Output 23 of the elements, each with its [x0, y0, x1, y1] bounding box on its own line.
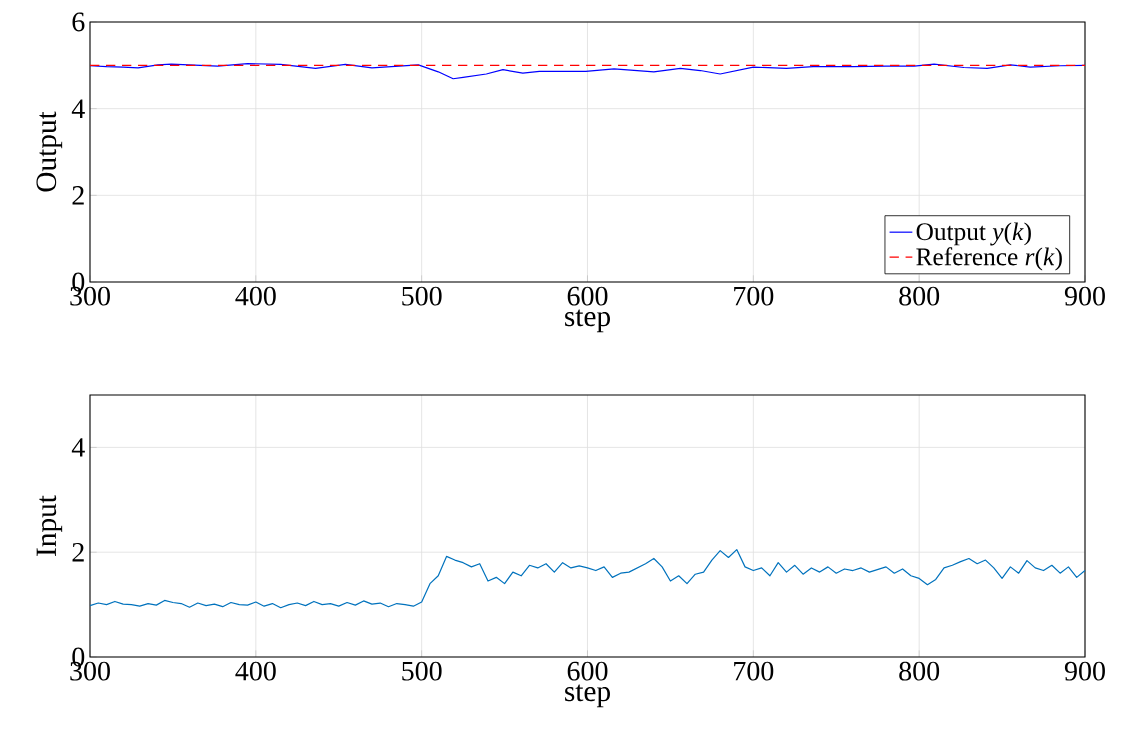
x-tick-label: 800 — [899, 286, 940, 306]
y-axis-title: Output — [36, 111, 63, 192]
x-axis-title: step — [565, 684, 610, 708]
x-axis-title: step — [565, 309, 610, 333]
x-tick-label: 600 — [567, 661, 608, 681]
y-tick-label: 2 — [72, 542, 84, 562]
y-tick-label: 4 — [71, 99, 85, 118]
legend-label: Output y(k) — [916, 222, 1031, 246]
y-tick-label: 4 — [71, 438, 85, 457]
x-tick-label: 400 — [235, 286, 276, 306]
x-tick-label: 500 — [402, 286, 442, 306]
y-axis-title: Input — [36, 495, 63, 556]
x-tick-label: 700 — [734, 661, 774, 681]
x-tick-label: 900 — [1064, 286, 1105, 306]
x-tick-label: 700 — [734, 286, 774, 306]
x-tick-label: 600 — [567, 286, 608, 306]
x-tick-label: 900 — [1064, 661, 1105, 681]
x-tick-label: 500 — [402, 661, 442, 681]
x-tick-label: 800 — [899, 661, 940, 681]
x-tick-label: 400 — [235, 661, 276, 681]
legend-label: Reference r(k) — [916, 247, 1062, 271]
y-tick-label: 2 — [72, 186, 84, 205]
y-tick-label: 6 — [72, 12, 85, 32]
